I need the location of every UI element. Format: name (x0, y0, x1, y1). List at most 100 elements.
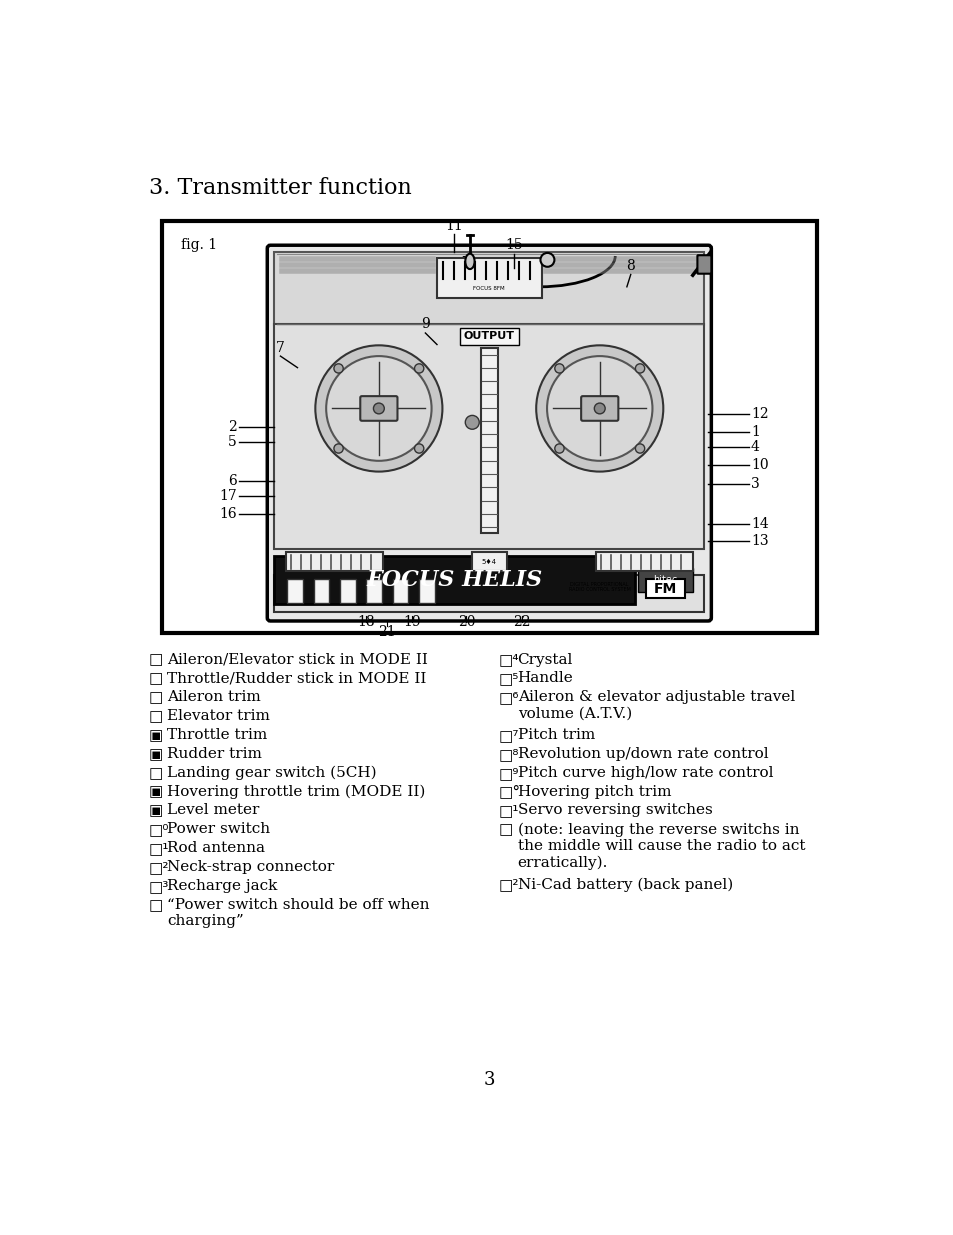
Text: 1: 1 (750, 425, 759, 438)
Text: 13: 13 (750, 534, 768, 548)
FancyBboxPatch shape (267, 246, 711, 621)
Text: □: □ (149, 898, 163, 913)
Text: hitec: hitec (653, 576, 677, 585)
Text: ▣: ▣ (149, 747, 163, 762)
Bar (340, 579, 355, 603)
Text: (note: leaving the reverse switchs in
the middle will cause the radio to act
err: (note: leaving the reverse switchs in th… (517, 823, 804, 869)
Text: Crystal: Crystal (517, 652, 573, 667)
Text: Throttle trim: Throttle trim (167, 727, 267, 742)
Bar (314, 579, 329, 603)
Text: 18: 18 (356, 615, 375, 629)
Text: 4: 4 (750, 440, 759, 454)
Text: 5♦4: 5♦4 (481, 558, 497, 564)
Bar (162, 221, 816, 634)
Text: DIGITAL PROPORTIONAL
RADIO CONTROL SYSTEM: DIGITAL PROPORTIONAL RADIO CONTROL SYSTE… (568, 582, 630, 593)
Text: Elevator trim: Elevator trim (167, 709, 270, 724)
Text: Pitch curve high/low rate control: Pitch curve high/low rate control (517, 766, 772, 779)
Text: 11: 11 (445, 219, 462, 233)
Text: □¹: □¹ (498, 804, 519, 819)
Circle shape (540, 253, 554, 267)
Circle shape (635, 443, 644, 453)
Text: Throttle/Rudder stick in MODE II: Throttle/Rudder stick in MODE II (167, 672, 426, 685)
Text: 19: 19 (403, 615, 420, 629)
Bar (436, 258, 541, 298)
Circle shape (555, 443, 563, 453)
Text: 8: 8 (626, 259, 635, 273)
Text: ▣: ▣ (149, 784, 163, 799)
Circle shape (373, 403, 384, 414)
Circle shape (415, 443, 423, 453)
Text: Recharge jack: Recharge jack (167, 879, 277, 893)
Text: Ni-Cad battery (back panel): Ni-Cad battery (back panel) (517, 877, 732, 892)
Text: □: □ (149, 672, 163, 687)
Text: Aileron trim: Aileron trim (167, 690, 261, 704)
Bar (274, 324, 703, 548)
Text: FM: FM (654, 582, 677, 595)
Circle shape (415, 364, 423, 373)
Text: Revolution up/down rate control: Revolution up/down rate control (517, 747, 767, 761)
Text: 2: 2 (228, 420, 236, 433)
Text: □⁵: □⁵ (498, 672, 518, 687)
Bar (459, 327, 518, 345)
Text: 12: 12 (750, 406, 768, 421)
Text: Neck-strap connector: Neck-strap connector (167, 860, 335, 874)
Text: □: □ (498, 823, 513, 837)
Text: □³: □³ (149, 879, 169, 894)
Text: Pitch trim: Pitch trim (517, 727, 595, 742)
Text: □: □ (149, 690, 163, 705)
Text: 22: 22 (513, 615, 531, 629)
Circle shape (546, 356, 652, 461)
Text: Aileron/Elevator stick in MODE II: Aileron/Elevator stick in MODE II (167, 652, 428, 667)
Circle shape (326, 356, 431, 461)
Text: 15: 15 (505, 238, 523, 252)
Text: Landing gear switch (5CH): Landing gear switch (5CH) (167, 766, 376, 781)
Bar (286, 552, 382, 571)
Text: Power switch: Power switch (167, 823, 270, 836)
Bar (274, 556, 634, 604)
Text: Rudder trim: Rudder trim (167, 747, 262, 761)
Text: “Power switch should be off when
charging”: “Power switch should be off when chargin… (167, 898, 430, 927)
Text: 10: 10 (750, 458, 768, 473)
Bar (480, 348, 497, 534)
FancyBboxPatch shape (580, 396, 618, 421)
Circle shape (465, 415, 478, 430)
Bar (287, 579, 303, 603)
Bar (596, 552, 692, 571)
Ellipse shape (465, 253, 474, 269)
Bar (638, 568, 692, 592)
Text: 7: 7 (275, 341, 285, 354)
Text: 17: 17 (219, 489, 236, 503)
Text: fig. 1: fig. 1 (181, 238, 217, 252)
Text: 16: 16 (219, 506, 236, 521)
Text: □¹: □¹ (149, 841, 169, 856)
Text: 3: 3 (750, 477, 759, 492)
Text: □⁴: □⁴ (498, 652, 519, 668)
Text: OUTPUT: OUTPUT (463, 331, 515, 341)
Text: Servo reversing switches: Servo reversing switches (517, 804, 712, 818)
Text: Rod antenna: Rod antenna (167, 841, 265, 855)
Circle shape (334, 443, 343, 453)
Circle shape (555, 364, 563, 373)
Text: 6: 6 (228, 474, 236, 488)
Bar (645, 579, 684, 598)
Bar (393, 579, 408, 603)
Text: FOCUS 8FM: FOCUS 8FM (473, 285, 504, 290)
Circle shape (594, 403, 604, 414)
Text: 14: 14 (750, 517, 768, 531)
FancyBboxPatch shape (697, 256, 711, 274)
Circle shape (536, 346, 662, 472)
Text: □: □ (149, 709, 163, 724)
Circle shape (635, 364, 644, 373)
Text: FOCUS HELIS: FOCUS HELIS (366, 569, 542, 592)
Circle shape (315, 346, 442, 472)
Bar (418, 579, 435, 603)
Text: 5: 5 (228, 436, 236, 450)
Text: Hovering throttle trim (MODE II): Hovering throttle trim (MODE II) (167, 784, 425, 799)
Circle shape (334, 364, 343, 373)
Text: □: □ (149, 652, 163, 668)
Text: Handle: Handle (517, 672, 573, 685)
Text: 3. Transmitter function: 3. Transmitter function (149, 178, 411, 199)
Text: 21: 21 (377, 625, 395, 638)
Text: Hovering pitch trim: Hovering pitch trim (517, 784, 670, 799)
Text: 20: 20 (457, 615, 475, 629)
